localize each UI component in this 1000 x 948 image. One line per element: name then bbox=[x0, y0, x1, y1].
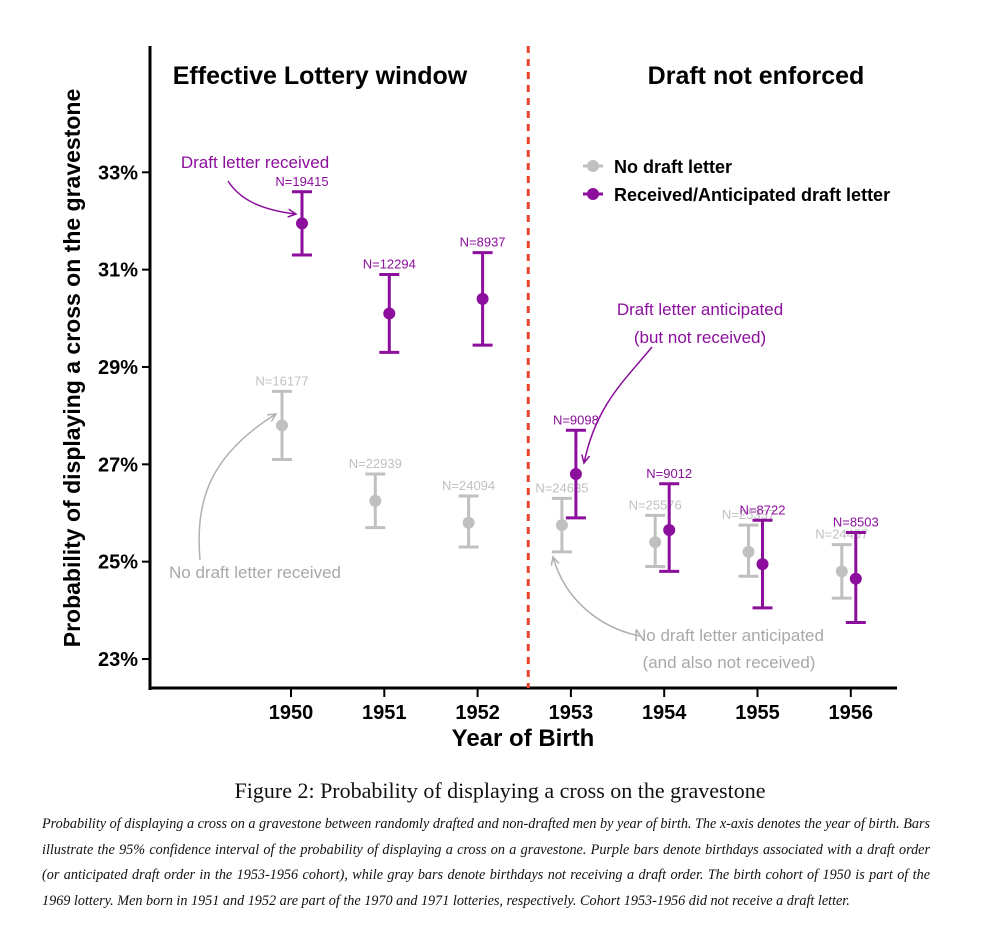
n-label: N=22939 bbox=[349, 456, 402, 471]
legend: No draft letter Received/Anticipated dra… bbox=[583, 157, 890, 205]
data-point bbox=[383, 307, 396, 320]
n-label: N=9098 bbox=[553, 412, 599, 427]
n-label: N=25576 bbox=[629, 497, 682, 512]
data-point bbox=[849, 572, 862, 585]
legend-label-no-draft: No draft letter bbox=[614, 157, 732, 177]
y-tick-label: 27% bbox=[98, 454, 138, 476]
n-label: N=8503 bbox=[833, 514, 879, 529]
data-point bbox=[296, 217, 308, 230]
x-tick-label: 1950 bbox=[269, 702, 314, 724]
legend-label-draft: Received/Anticipated draft letter bbox=[614, 185, 890, 205]
x-tick-label: 1951 bbox=[362, 702, 407, 724]
annotation-no-draft-anticipated-sub: (and also not received) bbox=[643, 653, 816, 672]
annotation-draft-received: Draft letter received bbox=[181, 153, 329, 172]
x-tick-label: 1956 bbox=[829, 702, 874, 724]
annotation-no-draft-received: No draft letter received bbox=[169, 563, 341, 582]
data-point bbox=[756, 558, 769, 571]
data-point bbox=[369, 494, 382, 507]
y-tick-label: 31% bbox=[98, 260, 138, 282]
n-label: N=9012 bbox=[646, 466, 692, 481]
data-point bbox=[555, 519, 568, 532]
n-label: N=19415 bbox=[275, 174, 328, 189]
annotation-no-draft-anticipated-arrow bbox=[553, 557, 641, 637]
x-tick-label: 1954 bbox=[642, 702, 687, 724]
y-axis-title: Probability of displaying a cross on the… bbox=[59, 89, 85, 648]
series-draft: N=19415N=12294N=8937N=9098N=9012N=8722N=… bbox=[275, 174, 879, 624]
n-label: N=24635 bbox=[535, 480, 588, 495]
x-axis-title: Year of Birth bbox=[452, 725, 595, 752]
series-no-draft: N=16177 N=22939 N=24094 N=24635 N=25576 N=253… bbox=[255, 373, 868, 600]
data-point bbox=[276, 419, 288, 432]
n-label: N=24094 bbox=[442, 478, 495, 493]
gravestone-cross-chart: Effective Lottery window Draft not enfor… bbox=[59, 46, 897, 752]
y-tick-label: 23% bbox=[98, 649, 138, 671]
region-label-left: Effective Lottery window bbox=[173, 62, 468, 90]
figure-caption-body: Probability of displaying a cross on a g… bbox=[42, 816, 930, 909]
figure-caption-title: Figure 2: Probability of displaying a cr… bbox=[234, 778, 766, 803]
n-label: N=12294 bbox=[363, 257, 416, 272]
data-point bbox=[835, 565, 848, 578]
data-point bbox=[476, 292, 489, 305]
data-point bbox=[663, 524, 676, 537]
annotation-no-draft-received-arrow bbox=[198, 414, 276, 561]
y-tick-label: 33% bbox=[98, 162, 138, 184]
x-tick-label: 1952 bbox=[455, 702, 500, 724]
data-point bbox=[569, 468, 582, 481]
annotation-draft-anticipated-arrow bbox=[584, 346, 653, 463]
annotation-no-draft-anticipated: No draft letter anticipated bbox=[634, 626, 824, 645]
n-label: N=16177 bbox=[255, 373, 308, 388]
y-tick-label: 25% bbox=[98, 552, 138, 574]
data-point bbox=[649, 536, 662, 549]
annotation-draft-anticipated: Draft letter anticipated bbox=[617, 300, 783, 319]
legend-swatch-no-draft bbox=[587, 160, 599, 172]
annotation-draft-received-arrow bbox=[227, 180, 296, 214]
y-tick-label: 29% bbox=[98, 357, 138, 379]
x-tick-label: 1955 bbox=[735, 702, 780, 724]
region-label-right: Draft not enforced bbox=[648, 62, 865, 90]
n-label: N=25337 bbox=[722, 507, 775, 522]
data-point bbox=[462, 516, 475, 529]
data-point bbox=[742, 545, 755, 558]
n-label: N=8722 bbox=[740, 502, 786, 517]
annotation-draft-anticipated-sub: (but not received) bbox=[634, 328, 766, 347]
x-tick-label: 1953 bbox=[549, 702, 594, 724]
n-label: N=8937 bbox=[460, 235, 506, 250]
legend-swatch-draft bbox=[587, 188, 599, 200]
